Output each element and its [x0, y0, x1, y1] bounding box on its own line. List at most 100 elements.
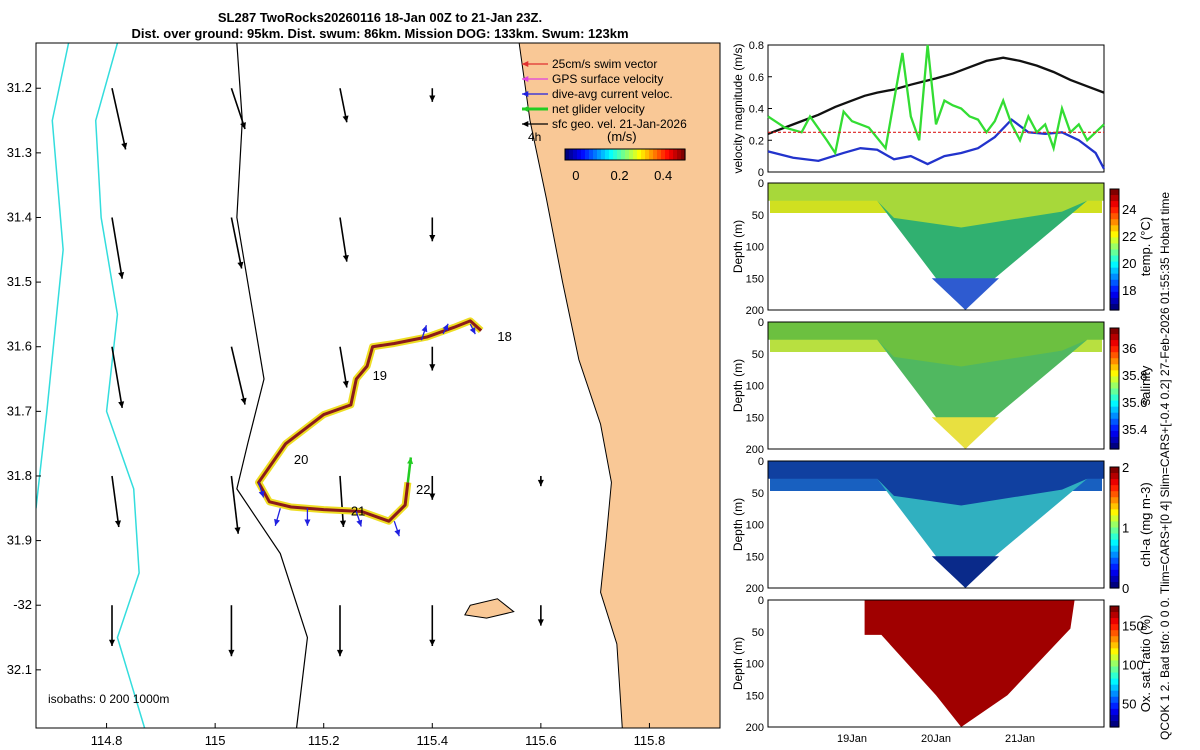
section-3-cbar-seg-12	[1110, 678, 1119, 686]
colorbar-seg-14	[621, 149, 626, 160]
section-1-cbar-seg-9	[1110, 382, 1119, 390]
section-2-cbar-tick-1: 1	[1122, 521, 1129, 536]
section-1-cbar-tick-3: 36	[1122, 341, 1136, 356]
geo-vector-0	[111, 88, 128, 150]
section-0-cbar-seg-0	[1110, 189, 1119, 196]
geo-vector-7	[429, 217, 436, 242]
colorbar-seg-4	[581, 149, 586, 160]
geo-vector-2	[339, 88, 349, 123]
section-frame-2	[767, 460, 1105, 589]
map-clip-group: 18 19 20 21 22	[36, 43, 720, 728]
current-vector-1-head	[274, 518, 280, 526]
section-0-cbar-seg-4	[1110, 213, 1119, 220]
map-frame	[35, 42, 721, 729]
geo-vector-3	[429, 88, 436, 102]
section-1-ytick-label-0: 0	[758, 317, 764, 329]
section-3-cbar-seg-13	[1110, 684, 1119, 692]
map-xtick-label-5: 115.8	[634, 733, 666, 748]
section-0-cbar-seg-6	[1110, 225, 1119, 232]
section-0-cbar-seg-2	[1110, 201, 1119, 208]
geo-vector-16-head	[537, 479, 544, 487]
section-2-cbar-seg-1	[1110, 473, 1119, 480]
section-body-2	[877, 478, 1088, 588]
current-vector-0	[257, 482, 265, 498]
geo-vector-2-head	[342, 115, 349, 123]
section-3-ytick-label-3: 150	[746, 690, 764, 702]
colorbar-seg-1	[569, 149, 574, 160]
geo-vector-10	[339, 346, 349, 388]
section-0-cbar-frame	[1109, 188, 1120, 311]
section-2-cbar-seg-9	[1110, 521, 1119, 529]
section-0-ytick-label-0: 0	[758, 178, 764, 190]
geo-vector-18-head	[228, 649, 235, 657]
legend-arrow-4-head	[522, 120, 529, 128]
section-1-cbar-seg-11	[1110, 394, 1119, 402]
section-0-cbar-seg-19	[1110, 303, 1119, 311]
colorbar-seg-6	[589, 149, 594, 160]
geo-vector-8-shaft	[111, 346, 123, 409]
map-ytick-label-1: 31.3	[7, 145, 32, 160]
colorbar-seg-21	[649, 149, 654, 160]
section-3-cbar-seg-17	[1110, 708, 1119, 716]
section-panel-2: 0 50 100 150 200 Depth (m) 0 1 2 chl-a (mg m-3)	[731, 456, 1153, 596]
section-ylabel-1: Depth (m)	[731, 359, 745, 412]
section-0-cbar-seg-12	[1110, 261, 1119, 269]
velocity-ytick-label-0: 0	[758, 167, 764, 179]
section-0-cbar-seg-3	[1110, 207, 1119, 214]
colorbar-seg-29	[681, 149, 686, 160]
section-3-cbar-seg-3	[1110, 624, 1119, 631]
section-3-cbar-seg-11	[1110, 672, 1119, 680]
geo-vector-4	[111, 217, 125, 279]
section-frame-0	[767, 182, 1105, 311]
section-2-cbar-seg-15	[1110, 557, 1119, 565]
figure-subtitle: Dist. over ground: 95km. Dist. swum: 86k…	[131, 26, 629, 41]
geo-vector-1	[230, 87, 246, 130]
section-1-ytick-label-3: 150	[746, 412, 764, 424]
section-cbar-label-0: temp. (°C)	[1138, 217, 1153, 276]
section-0-ytick-label-4: 200	[746, 305, 764, 317]
section-1-ytick-label-4: 200	[746, 444, 764, 456]
section-0-cbar-tick-1: 20	[1122, 256, 1136, 271]
legend-label-3: net glider velocity	[552, 102, 645, 116]
section-2-cbar-seg-5	[1110, 497, 1119, 504]
section-2-cbar-seg-6	[1110, 503, 1119, 510]
isobaths-label: isobaths: 0 200 1000m	[48, 692, 169, 706]
section-1-ytick-label-2: 100	[746, 381, 764, 393]
section-0-cbar-seg-7	[1110, 231, 1119, 238]
geo-vector-7-head	[429, 234, 436, 242]
section-3-cbar-seg-16	[1110, 702, 1119, 710]
velocity-series-2	[767, 44, 1105, 156]
colorbar-seg-25	[665, 149, 670, 160]
colorbar-seg-13	[617, 149, 622, 160]
day-label-4: 22	[416, 482, 430, 497]
geo-vector-13-head	[234, 527, 241, 534]
legend-label-2: dive-avg current veloc.	[552, 87, 673, 101]
day-label-1: 19	[373, 368, 387, 383]
current-vector-7-head	[469, 327, 476, 335]
section-2-cbar-seg-16	[1110, 563, 1119, 571]
section-2-cbar-tick-0: 0	[1122, 581, 1129, 596]
colorbar-seg-3	[577, 149, 582, 160]
legend-arrow-1-head	[522, 75, 529, 83]
section-upper-2	[768, 461, 1104, 506]
geo-vector-20-head	[429, 639, 436, 647]
velocity-ytick-label-3: 0.6	[749, 72, 764, 84]
colorbar-seg-7	[593, 149, 598, 160]
section-1-cbar-seg-1	[1110, 334, 1119, 341]
geo-vector-17-head	[108, 639, 116, 647]
section-0-cbar-seg-5	[1110, 219, 1119, 226]
geo-vector-15	[429, 475, 436, 500]
day-label-2: 20	[294, 452, 308, 467]
colorbar-seg-19	[641, 149, 646, 160]
section-1-cbar-seg-18	[1110, 436, 1119, 444]
geo-vector-20	[429, 605, 436, 647]
current-vector-2	[304, 508, 311, 526]
section-cbar-label-2: chl-a (mg m-3)	[1138, 482, 1153, 567]
section-2-ytick-label-2: 100	[746, 520, 764, 532]
section-1-cbar-seg-14	[1110, 412, 1119, 420]
section-2-cbar-tick-2: 2	[1122, 460, 1129, 475]
section-3-cbar-seg-5	[1110, 636, 1119, 643]
section-ylabel-3: Depth (m)	[731, 637, 745, 690]
section-2-cbar-seg-3	[1110, 485, 1119, 492]
